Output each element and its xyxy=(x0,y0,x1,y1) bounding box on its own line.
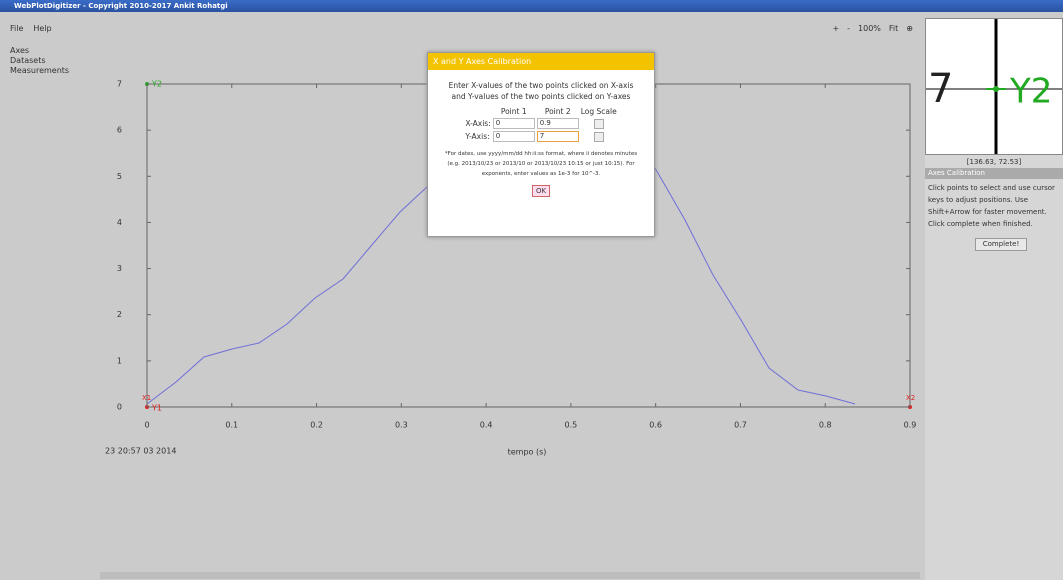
x-tick-label: 0.8 xyxy=(819,421,832,430)
y-tick-label: 6 xyxy=(117,126,122,135)
checkbox[interactable] xyxy=(594,119,604,129)
column-header: Log Scale xyxy=(580,106,618,117)
y-tick-label: 4 xyxy=(117,218,122,227)
x-tick-label: 0.7 xyxy=(734,421,747,430)
row-label: X-Axis: xyxy=(464,117,491,130)
panel-title: Axes Calibration xyxy=(925,168,1063,179)
marker-label: Y1 xyxy=(151,404,162,413)
x-tick-label: 0.4 xyxy=(480,421,493,430)
zoom-label: 7 xyxy=(928,66,953,112)
x-tick-label: 0.3 xyxy=(395,421,408,430)
y-tick-label: 0 xyxy=(117,403,122,412)
x-axis-label: tempo (s) xyxy=(508,448,547,457)
panel-instructions: Click points to select and use cursor ke… xyxy=(928,182,1062,230)
column-header: Point 1 xyxy=(492,106,536,117)
scrollbar[interactable] xyxy=(100,572,920,579)
ok-button[interactable]: OK xyxy=(532,185,550,197)
x-tick-label: 0.5 xyxy=(565,421,578,430)
x-tick-label: 0.2 xyxy=(310,421,323,430)
row-label: Y-Axis: xyxy=(464,130,491,143)
zoom-view: 7 Y2 xyxy=(925,18,1063,155)
complete-button[interactable]: Complete! xyxy=(975,238,1027,251)
input[interactable]: 7 xyxy=(537,131,579,142)
app: WebPlotDigitizer - Copyright 2010-2017 A… xyxy=(0,0,1063,580)
input[interactable]: 0.9 xyxy=(537,118,579,129)
zoom-label: Y2 xyxy=(1009,72,1052,112)
x-tick-label: 0 xyxy=(144,421,149,430)
right-panel: 7 Y2 [136.63, 72.53] Axes Calibration Cl… xyxy=(925,18,1063,580)
y-tick-label: 2 xyxy=(117,310,122,319)
timestamp: 23 20:57 03 2014 xyxy=(105,447,176,456)
dialog-instructions: Enter X-values of the two points clicked… xyxy=(428,70,654,106)
y-tick-label: 7 xyxy=(117,80,122,89)
y-tick-label: 5 xyxy=(117,172,122,181)
checkbox[interactable] xyxy=(594,132,604,142)
calibration-dialog: X and Y Axes Calibration Enter X-values … xyxy=(427,52,655,237)
marker-label: X2 xyxy=(906,394,915,402)
x-tick-label: 0.6 xyxy=(649,421,662,430)
input[interactable]: 0 xyxy=(493,131,535,142)
input[interactable]: 0 xyxy=(493,118,535,129)
y-tick-label: 1 xyxy=(117,356,122,365)
y-tick-label: 3 xyxy=(117,264,122,273)
zoom-graphic: 7 Y2 xyxy=(926,19,1063,155)
x-tick-label: 0.1 xyxy=(225,421,238,430)
x-tick-label: 0.9 xyxy=(904,421,917,430)
cursor-coordinates: [136.63, 72.53] xyxy=(925,158,1063,166)
dialog-note: *For dates, use yyyy/mm/dd hh:ii:ss form… xyxy=(428,143,654,185)
calibration-table: Point 1 Point 2 Log Scale X-Axis: 0 0.9 … xyxy=(464,106,617,143)
column-header: Point 2 xyxy=(536,106,580,117)
marker-label: Y2 xyxy=(151,80,162,89)
marker-label: X1 xyxy=(142,394,151,402)
dialog-title: X and Y Axes Calibration xyxy=(428,53,654,70)
